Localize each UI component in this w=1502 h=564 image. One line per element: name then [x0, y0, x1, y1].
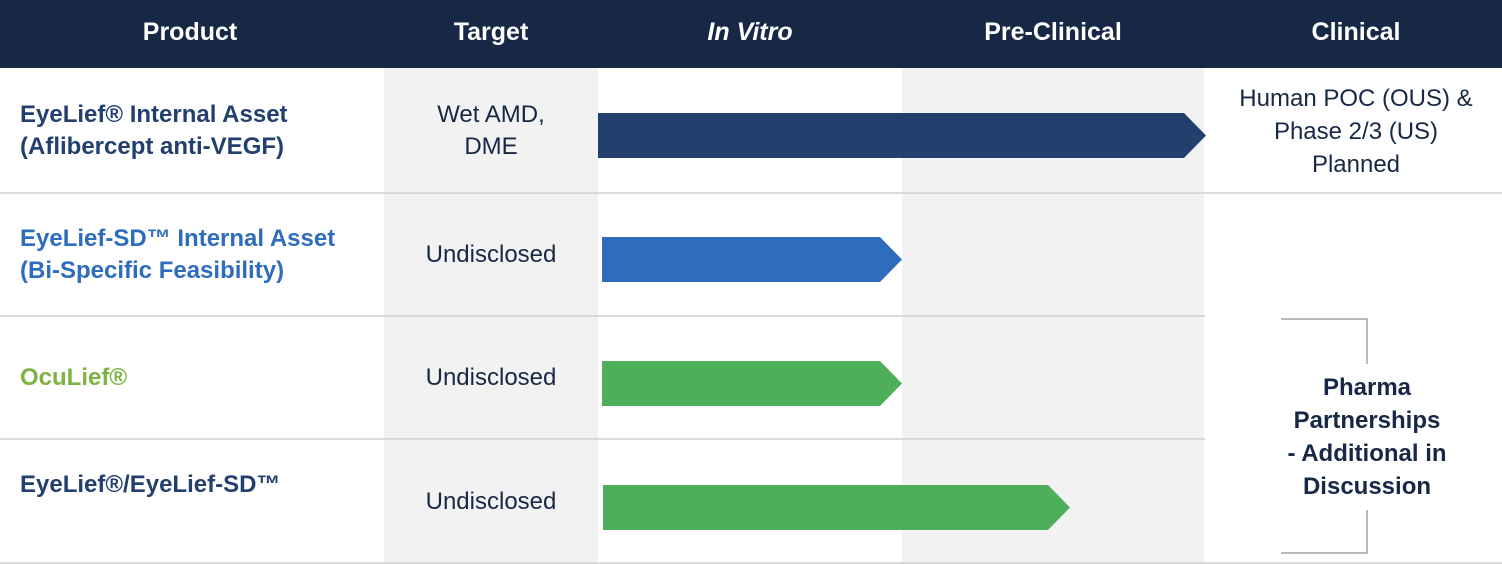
clinical-line: Planned — [1311, 151, 1401, 178]
row-divider — [0, 562, 1502, 564]
product-line: (Aflibercept anti-VEGF) — [20, 133, 285, 160]
product-name: EyeLief® Internal Asset (Aflibercept ant… — [20, 99, 288, 163]
partnerships-line: Partnerships — [1293, 407, 1441, 434]
product-line: EyeLief-SD™ Internal Asset — [20, 225, 336, 252]
pipeline-header: Product Target In Vitro Pre-Clinical Cli… — [0, 0, 1502, 68]
partnerships-line: Pharma — [1322, 374, 1412, 401]
product-line: EyeLief® Internal Asset — [20, 101, 288, 128]
header-clinical: Clinical — [1311, 18, 1401, 46]
partnerships-line: - Additional in — [1287, 440, 1447, 467]
bracket-top — [1281, 318, 1368, 364]
header-in-vitro: In Vitro — [707, 18, 793, 46]
partnerships-text: Pharma Partnerships - Additional in Disc… — [1206, 371, 1502, 503]
target-cell: Undisclosed — [425, 364, 557, 391]
clinical-line: Phase 2/3 (US) — [1273, 118, 1439, 145]
partnerships-line: Discussion — [1302, 473, 1432, 500]
row-divider — [0, 315, 1502, 317]
clinical-line: Human POC (OUS) & — [1239, 85, 1473, 112]
product-line: (Bi-Specific Feasibility) — [20, 257, 285, 284]
product-name: EyeLief-SD™ Internal Asset (Bi-Specific … — [20, 223, 335, 287]
target-cell: Undisclosed — [425, 241, 557, 268]
row-divider — [0, 192, 1502, 194]
header-product: Product — [142, 18, 238, 46]
clinical-status: Human POC (OUS) & Phase 2/3 (US) Planned — [1206, 82, 1502, 181]
header-pre-clinical: Pre-Clinical — [984, 18, 1122, 46]
header-target: Target — [453, 18, 529, 46]
bracket-bottom — [1281, 510, 1368, 554]
target-cell: Undisclosed — [425, 488, 557, 515]
product-name: OcuLief® — [20, 364, 128, 391]
target-cell: Wet AMD, DME — [384, 99, 598, 163]
target-line: Wet AMD, — [437, 101, 545, 128]
target-line: DME — [464, 133, 518, 160]
row-divider — [0, 438, 1502, 440]
product-name: EyeLief®/EyeLief-SD™ — [20, 471, 281, 498]
partnerships-area — [1205, 194, 1502, 562]
